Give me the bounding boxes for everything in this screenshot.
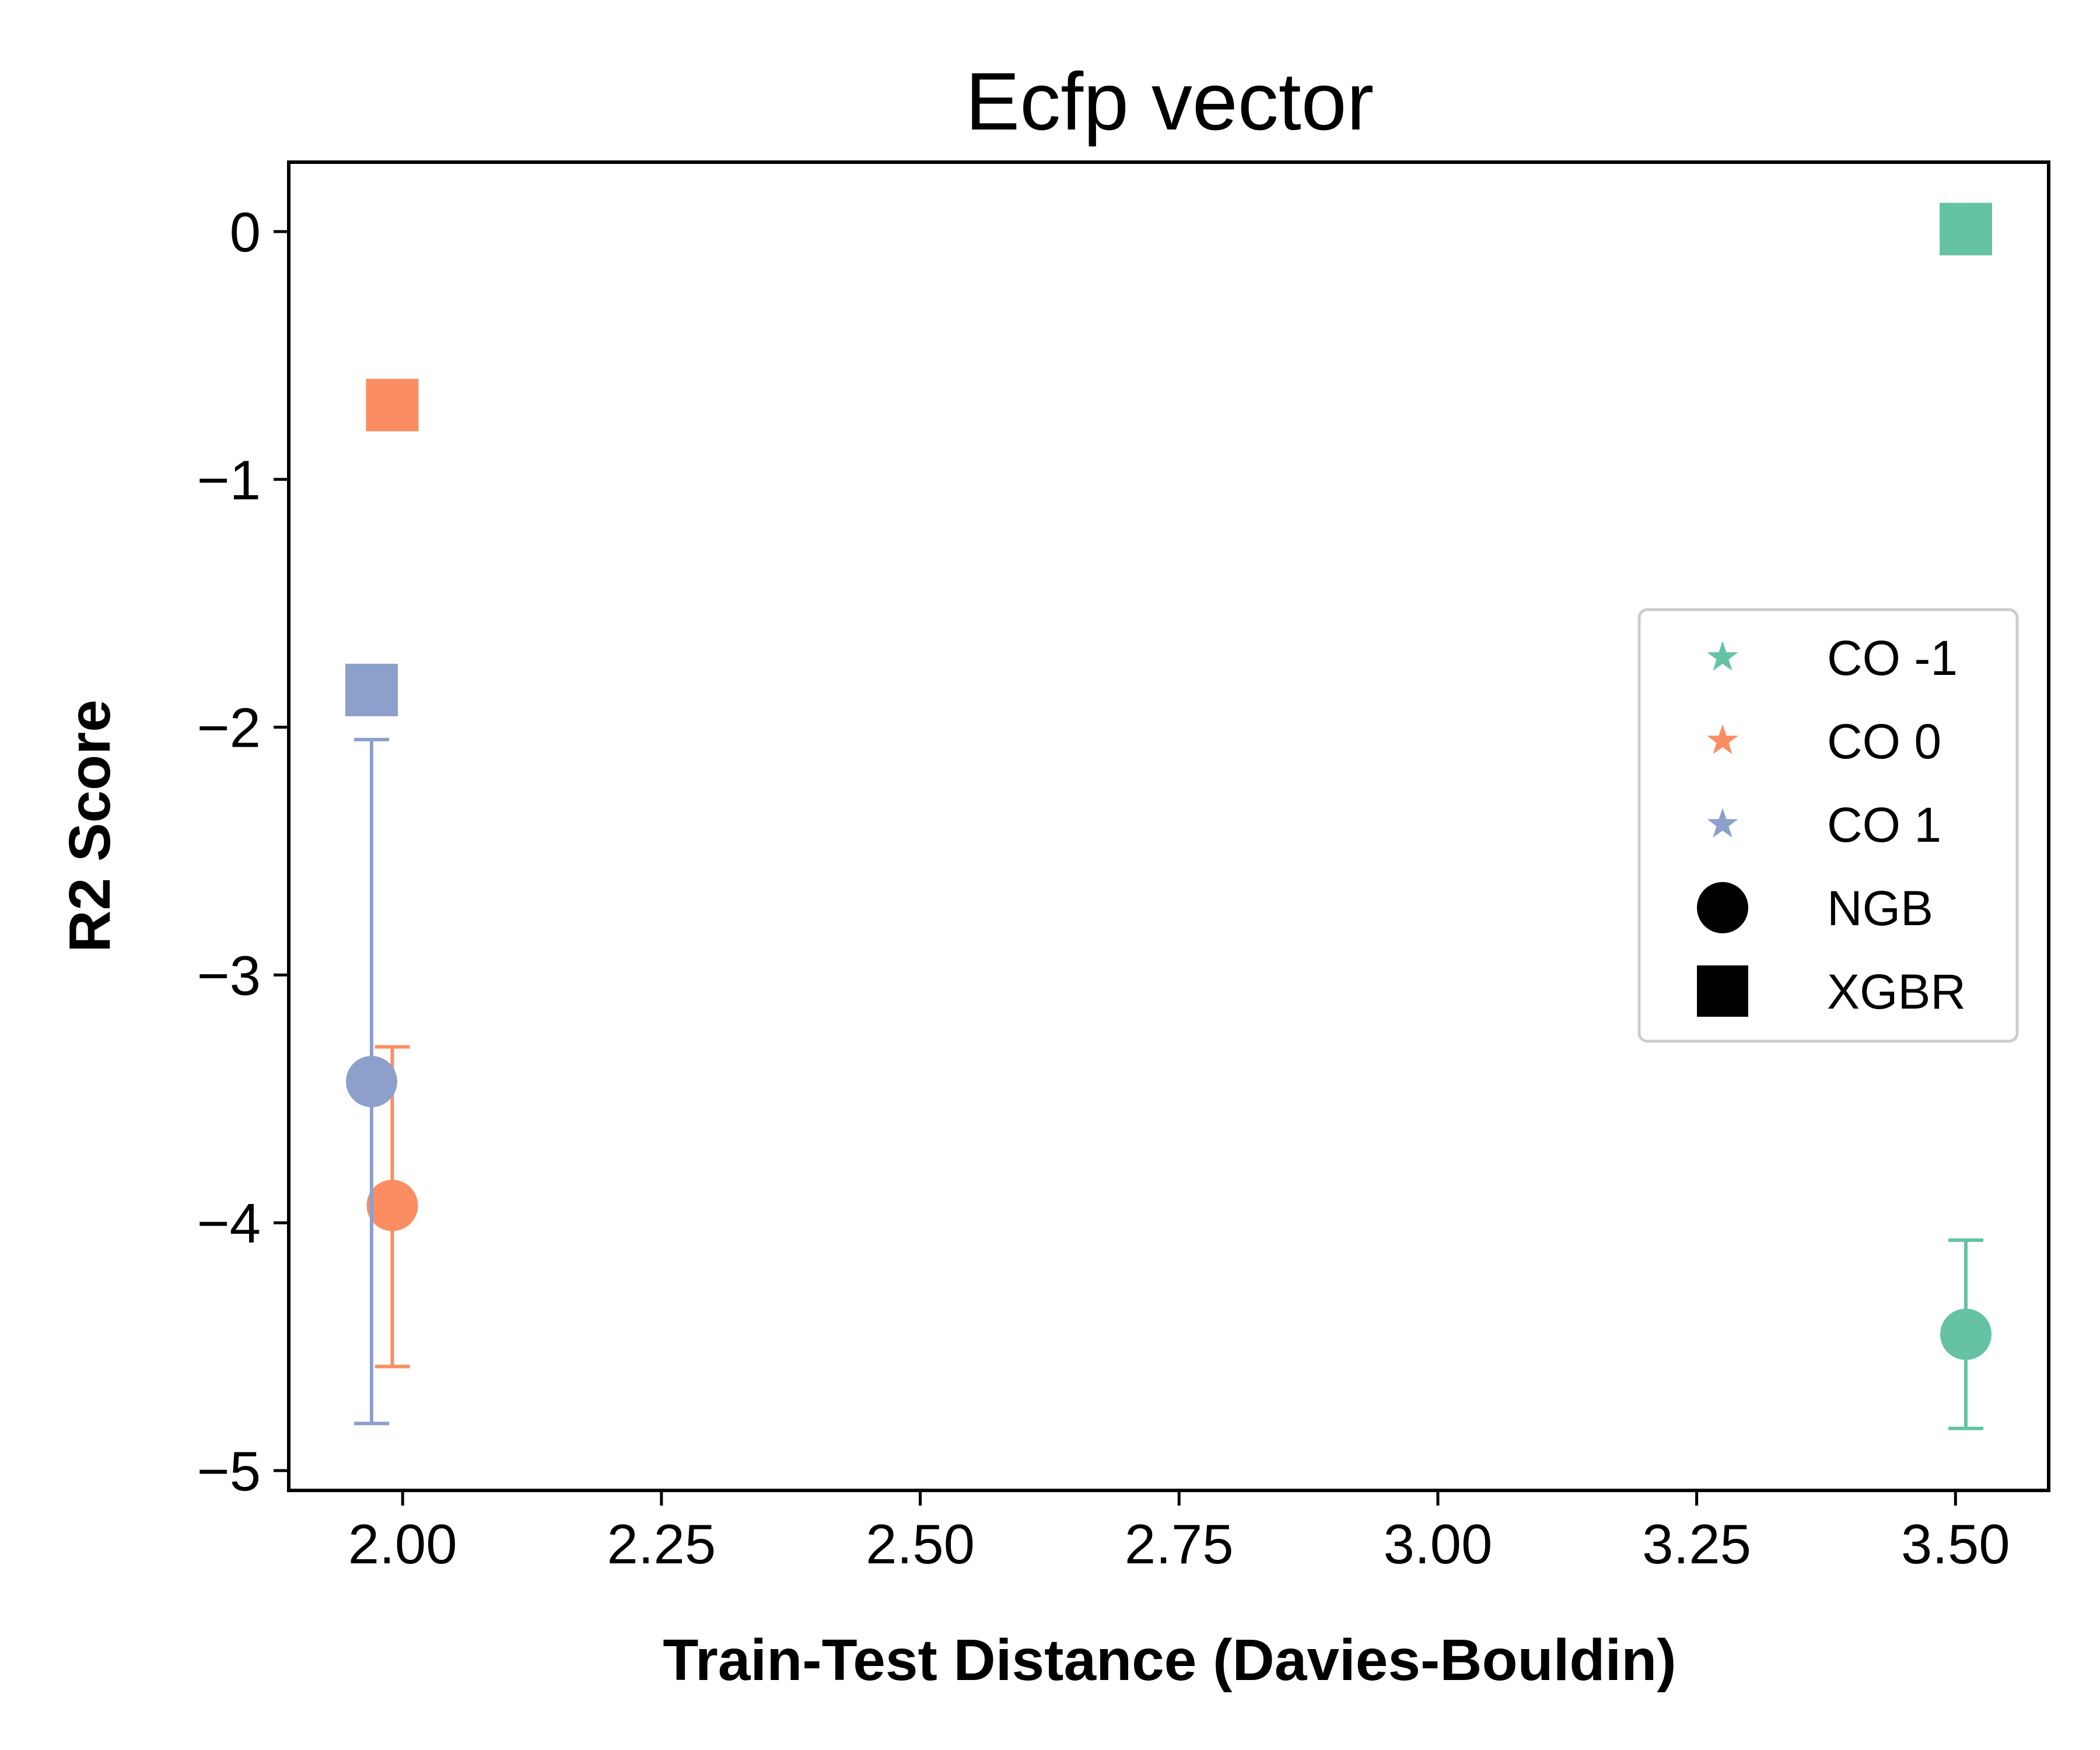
legend-label: XGBR <box>1827 964 1966 1019</box>
legend-label: NGB <box>1827 881 1933 936</box>
legend-star-marker <box>1707 808 1738 838</box>
xgbr-point <box>345 663 398 716</box>
legend-square-marker <box>1697 965 1748 1017</box>
x-tick-label: 3.50 <box>1901 1513 2010 1576</box>
y-tick-label: −1 <box>197 449 261 512</box>
y-tick-label: 0 <box>230 201 261 264</box>
ngb-point <box>1940 1308 1992 1360</box>
y-tick-label: −4 <box>197 1192 261 1255</box>
legend-box <box>1637 608 2019 1043</box>
x-tick-label: 3.25 <box>1642 1513 1751 1576</box>
x-tick-label: 2.25 <box>607 1513 716 1576</box>
y-tick-label: −5 <box>197 1440 261 1503</box>
ngb-point <box>345 1056 397 1108</box>
x-axis-title: Train-Test Distance (Davies-Bouldin) <box>663 1628 1676 1693</box>
x-tick-label: 2.50 <box>866 1513 975 1576</box>
legend-label: CO -1 <box>1827 631 1958 685</box>
legend-star-marker <box>1707 641 1738 671</box>
data-points <box>345 202 1993 1430</box>
x-tick-label: 2.00 <box>348 1513 457 1576</box>
x-tick-label: 2.75 <box>1125 1513 1234 1576</box>
legend-label: CO 0 <box>1827 714 1941 769</box>
y-tick-label: −2 <box>197 697 261 760</box>
xgbr-point <box>366 379 419 432</box>
y-axis: 0 −1 −2 −3 −4 −5 <box>197 201 289 1503</box>
x-tick-label: 3.00 <box>1384 1513 1493 1576</box>
y-tick-label: −3 <box>197 944 261 1007</box>
x-axis: 2.00 2.25 2.50 2.75 3.00 3.25 3.50 <box>348 1490 2010 1576</box>
legend-star-marker <box>1707 724 1738 754</box>
legend-label: CO 1 <box>1827 797 1941 852</box>
plot-frame <box>287 160 2050 1492</box>
legend: CO -1 CO 0 CO 1 NGB XGBR <box>1637 608 2019 1043</box>
y-axis-title: R2 Score <box>57 699 123 953</box>
ngb-point <box>366 1180 418 1231</box>
xgbr-point <box>1940 202 1993 256</box>
legend-circle-marker <box>1697 882 1748 933</box>
chart-title: Ecfp vector <box>965 55 1374 147</box>
